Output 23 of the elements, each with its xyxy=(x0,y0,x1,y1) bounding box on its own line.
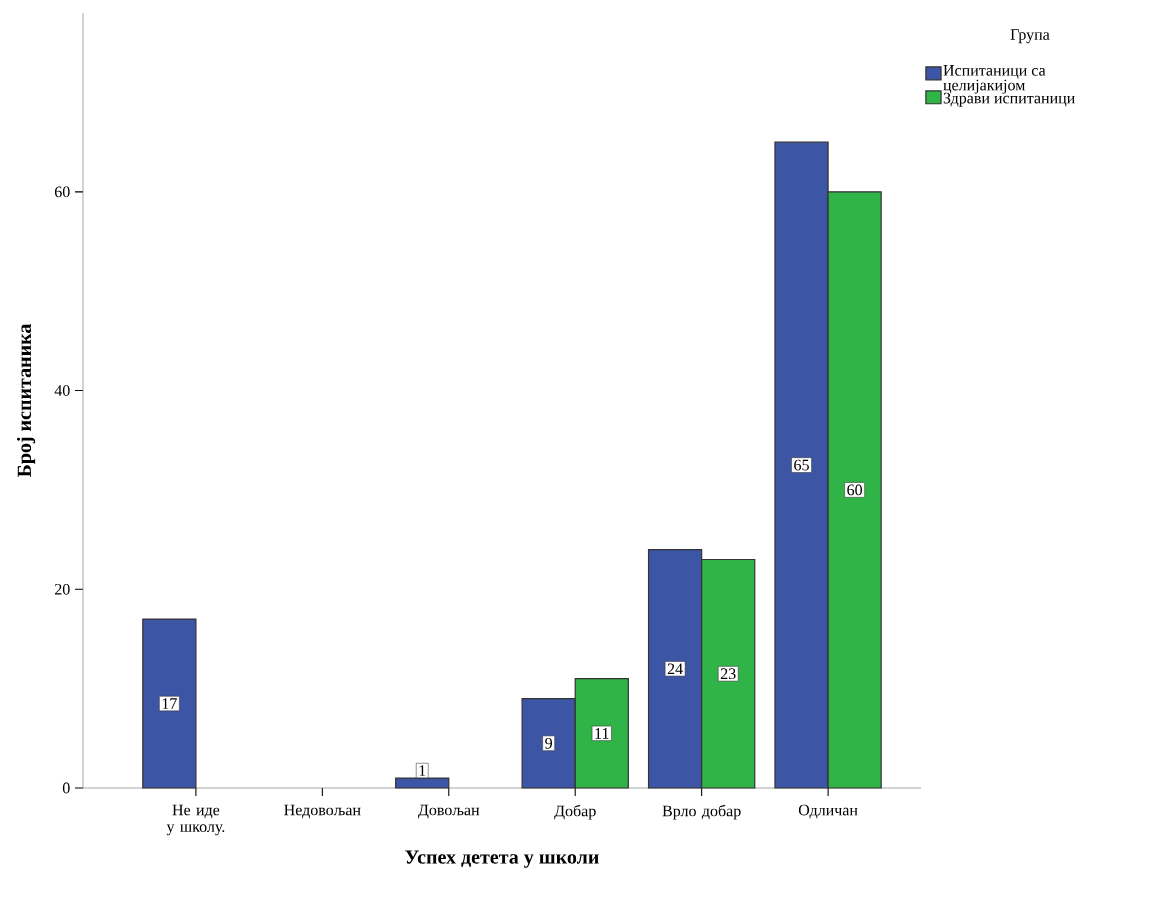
legend-label: Испитаници са целијакијом xyxy=(943,65,1046,94)
y-tick-label: 40 xyxy=(54,385,70,396)
data-label: 65 xyxy=(794,459,809,471)
legend-title: Група xyxy=(1010,29,1050,44)
x-tick-label: Довољан xyxy=(418,804,480,819)
x-axis-title: Успех детета у школи xyxy=(405,850,599,868)
y-axis-title: Број испитаника xyxy=(17,323,36,478)
y-tick-label: 20 xyxy=(55,583,70,595)
x-tick-label: Одличан xyxy=(798,804,858,819)
data-label: 1 xyxy=(419,765,426,776)
data-label: 17 xyxy=(162,698,177,709)
y-tick-label: 60 xyxy=(54,186,70,198)
data-label: 9 xyxy=(545,737,552,749)
x-tick-label: Недовољан xyxy=(284,804,361,819)
x-tick-label: Врло добар xyxy=(662,804,741,820)
data-label: 23 xyxy=(720,668,736,680)
data-label: 11 xyxy=(595,728,609,739)
data-label: 24 xyxy=(667,663,683,675)
x-tick-label: Добар xyxy=(554,804,596,820)
x-tick-label: Не иде у школу. xyxy=(166,804,225,836)
data-label: 60 xyxy=(847,484,863,496)
bar xyxy=(142,618,197,789)
y-tick-label: 0 xyxy=(62,782,70,794)
